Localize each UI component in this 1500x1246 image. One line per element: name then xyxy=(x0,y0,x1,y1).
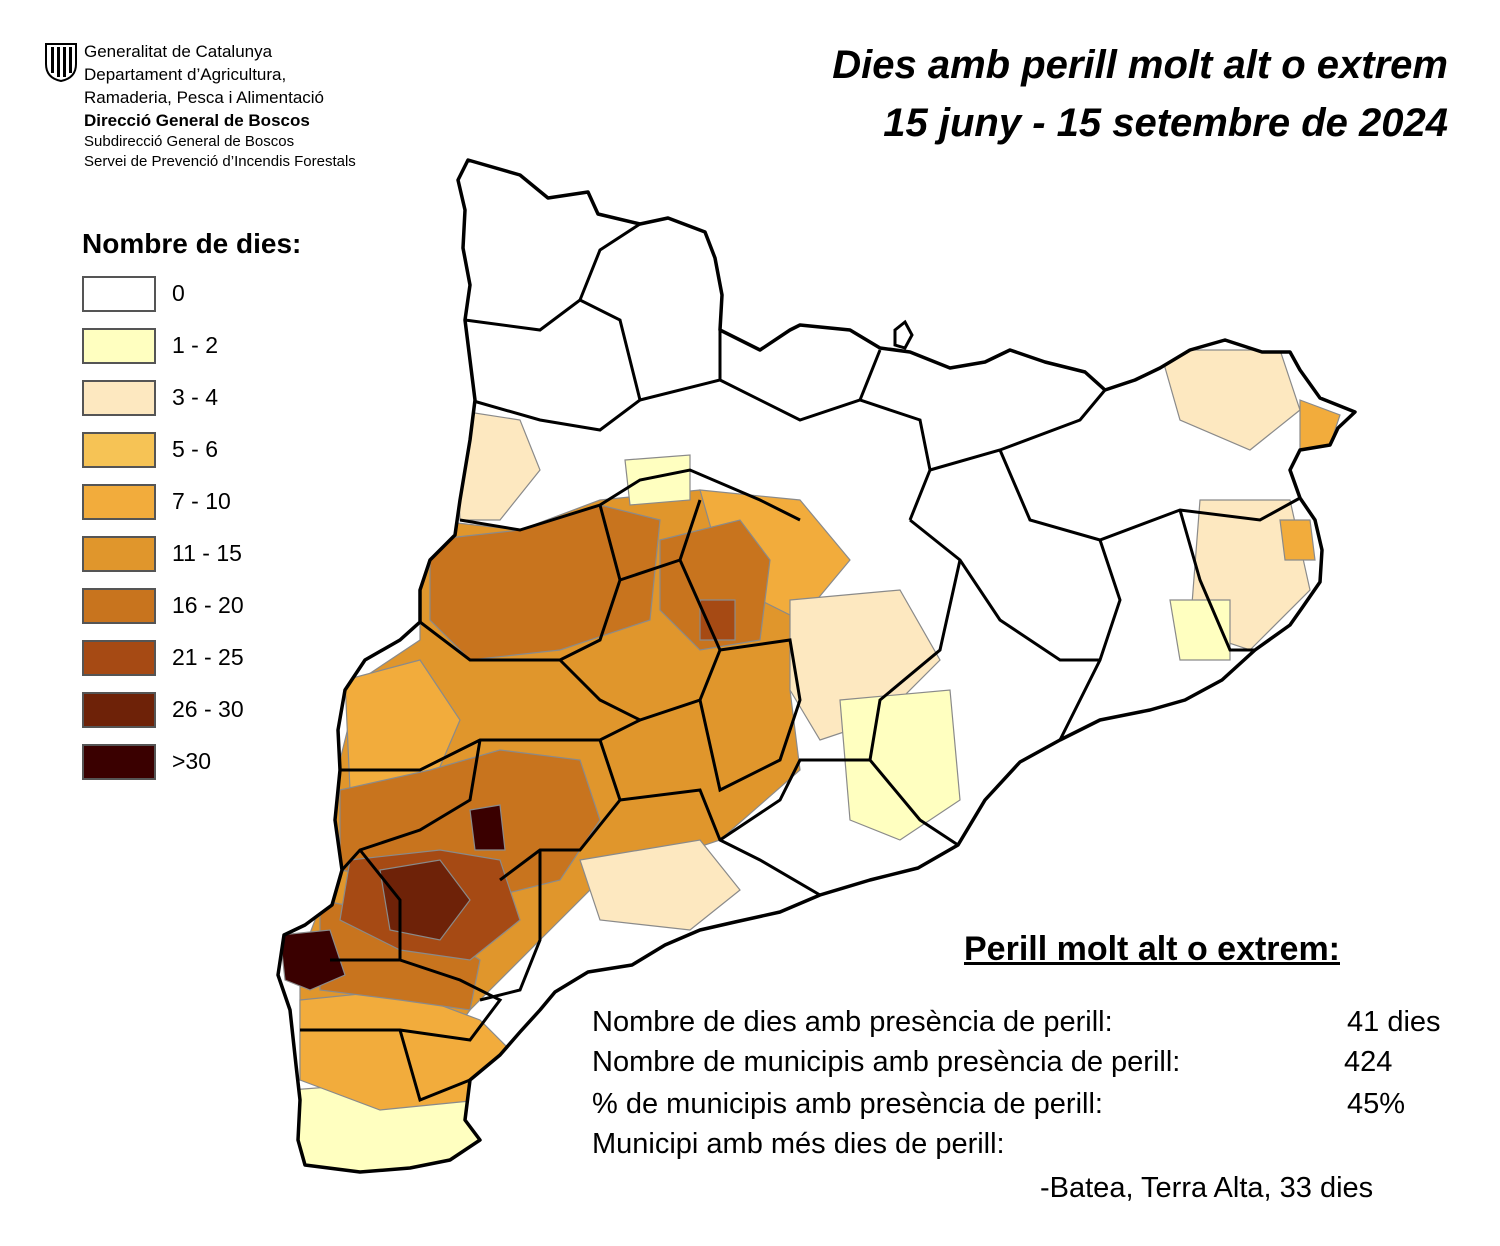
org-line-generalitat: Generalitat de Catalunya xyxy=(84,42,273,61)
legend-label: 11 - 15 xyxy=(172,540,242,566)
catalonia-map xyxy=(270,150,1370,1180)
county-boundaries xyxy=(300,222,1301,1103)
stat-days-label: Nombre de dies amb presència de perill: xyxy=(592,1006,1113,1038)
choropleth-zones xyxy=(279,349,1341,1172)
legend-swatch xyxy=(82,588,156,624)
stat-municipalities-value: 424 xyxy=(1344,1046,1393,1078)
org-line-directorate: Direcció General de Boscos xyxy=(84,111,310,130)
map-title: Dies amb perill molt alt o extrem 15 jun… xyxy=(832,36,1448,152)
legend-item-9: >30 xyxy=(82,744,301,796)
zone-camp-pale xyxy=(579,839,741,931)
legend-swatch xyxy=(82,328,156,364)
legend-swatch xyxy=(82,536,156,572)
map-title-line-1: Dies amb perill molt alt o extrem xyxy=(832,43,1448,87)
stat-percent-label: % de municipis amb presència de perill: xyxy=(592,1088,1103,1120)
stats-title: Perill molt alt o extrem: xyxy=(964,930,1340,968)
zone-extreme-center xyxy=(469,804,506,851)
legend-title: Nombre de dies: xyxy=(82,228,302,259)
org-line-subdirectorate: Subdirecció General de Boscos xyxy=(84,133,295,150)
zone-batea xyxy=(279,929,346,991)
legend-label: 26 - 30 xyxy=(172,696,244,722)
legend-swatch xyxy=(82,484,156,520)
legend-swatch xyxy=(82,744,156,780)
legend-label: 16 - 20 xyxy=(172,592,244,618)
stat-top-municipality-label: Municipi amb més dies de perill: xyxy=(592,1128,1005,1160)
legend-label: 7 - 10 xyxy=(172,488,231,514)
legend-item-6: 16 - 20 xyxy=(82,588,301,640)
legend-swatch xyxy=(82,640,156,676)
legend-swatch xyxy=(82,380,156,416)
generalitat-logo-icon xyxy=(45,43,77,82)
legend-label: 21 - 25 xyxy=(172,644,244,670)
stat-top-municipality-name: -Batea, Terra Alta, 33 dies xyxy=(1040,1172,1374,1204)
legend-swatch xyxy=(82,276,156,312)
catalonia-map-svg xyxy=(276,158,1357,1174)
legend-item-3: 5 - 6 xyxy=(82,432,301,484)
enclave-outline xyxy=(893,319,914,350)
legend-label: 3 - 4 xyxy=(172,384,219,410)
org-line-department-cont: Ramaderia, Pesca i Alimentació xyxy=(84,88,325,107)
legend-label: 1 - 2 xyxy=(172,332,219,358)
legend-item-5: 11 - 15 xyxy=(82,536,301,588)
zone-costa-orange xyxy=(1279,519,1316,561)
org-line-department: Departament d’Agricultura, xyxy=(84,65,287,84)
legend-item-4: 7 - 10 xyxy=(82,484,301,536)
stat-municipalities-label: Nombre de municipis amb presència de per… xyxy=(592,1046,1181,1078)
legend-item-8: 26 - 30 xyxy=(82,692,301,744)
stat-percent-value: 45% xyxy=(1347,1088,1406,1120)
legend-item-1: 1 - 2 xyxy=(82,328,301,380)
zone-bages-spot xyxy=(699,599,736,641)
map-title-line-2: 15 juny - 15 setembre de 2024 xyxy=(883,101,1448,145)
legend-swatch xyxy=(82,432,156,468)
zone-solsones xyxy=(659,519,771,651)
legend-label: >30 xyxy=(172,748,212,774)
legend: Nombre de dies: 0 1 - 2 3 - 4 5 - 6 7 - … xyxy=(82,228,301,796)
legend-item-2: 3 - 4 xyxy=(82,380,301,432)
stat-days-value: 41 dies xyxy=(1347,1006,1441,1038)
legend-swatch xyxy=(82,692,156,728)
catalonia-border xyxy=(276,158,1357,1174)
legend-label: 0 xyxy=(172,280,185,306)
legend-item-7: 21 - 25 xyxy=(82,640,301,692)
zone-vallès-yellow xyxy=(839,689,961,841)
org-line-service: Servei de Prevenció d’Incendis Forestals xyxy=(84,153,356,170)
legend-label: 5 - 6 xyxy=(172,436,219,462)
zone-terra-alta-dark xyxy=(379,859,471,941)
legend-item-0: 0 xyxy=(82,276,301,328)
zone-west-orange xyxy=(344,659,461,791)
zone-north-yellow xyxy=(624,454,691,506)
